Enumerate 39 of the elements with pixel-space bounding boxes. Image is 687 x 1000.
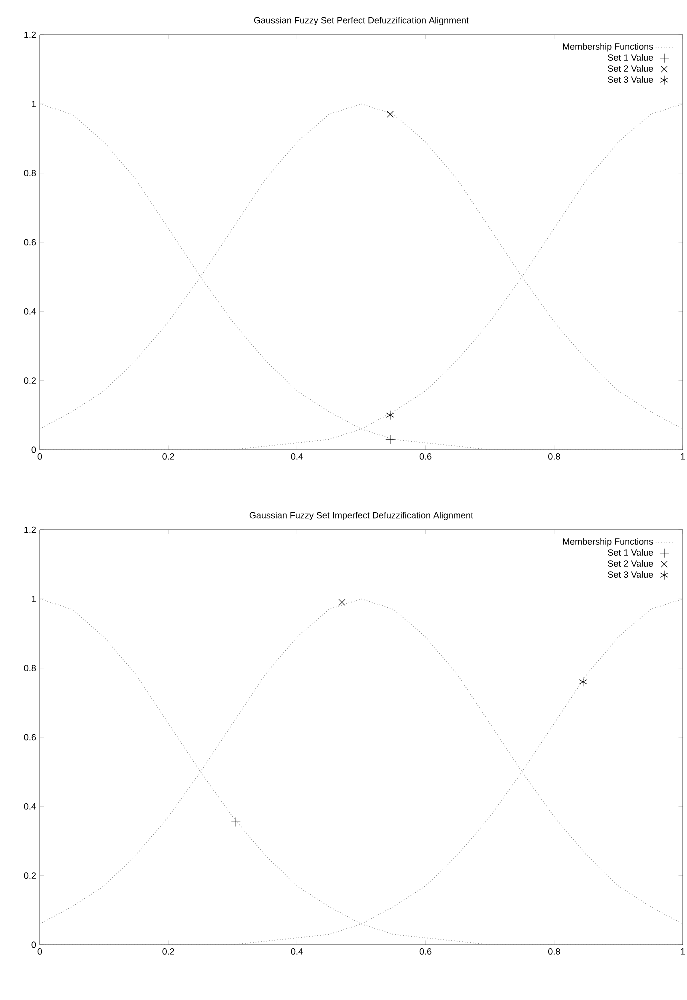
point bbox=[231, 817, 241, 828]
legend-label: Set 1 Value bbox=[608, 549, 654, 556]
legend-label: Membership Functions bbox=[563, 43, 654, 52]
legend-label: Set 3 Value bbox=[608, 76, 654, 84]
y-tick-label: 1 bbox=[32, 596, 36, 602]
x-tick-label: 0.2 bbox=[162, 948, 174, 955]
y-tick-label: 0 bbox=[32, 942, 36, 948]
x-tick-label: 1 bbox=[681, 948, 686, 955]
x-tick-label: 0.8 bbox=[548, 948, 560, 955]
x-tick-label: 0 bbox=[38, 454, 42, 460]
y-tick-label: 0 bbox=[32, 446, 36, 454]
legend-label: Set 2 Value bbox=[608, 560, 654, 567]
point bbox=[338, 599, 346, 606]
x-tick-label: 0.8 bbox=[548, 454, 560, 460]
x-tick-label: 0.6 bbox=[420, 948, 432, 955]
x-tick-label: 0.4 bbox=[291, 454, 304, 460]
x-tick-label: 0.4 bbox=[291, 948, 304, 955]
chart-title: Gaussian Fuzzy Set Perfect Defuzzification Alignment bbox=[254, 17, 469, 26]
x-tick-label: 0.2 bbox=[162, 454, 174, 460]
point bbox=[579, 677, 588, 687]
y-tick-label: 1 bbox=[32, 101, 36, 108]
x-tick-label: 1 bbox=[681, 454, 686, 460]
legend-label: Set 2 Value bbox=[608, 65, 654, 72]
x-tick-label: 0 bbox=[38, 948, 42, 955]
y-tick-label: 0.8 bbox=[24, 665, 36, 672]
y-tick-label: 0.6 bbox=[24, 239, 36, 246]
y-tick-label: 0.8 bbox=[24, 170, 36, 177]
y-tick-label: 0.4 bbox=[24, 803, 36, 810]
chart-title: Gaussian Fuzzy Set Imperfect Defuzzification Alignment bbox=[250, 512, 474, 520]
y-tick-label: 0.2 bbox=[24, 872, 36, 880]
legend-label: Membership Functions bbox=[563, 538, 654, 547]
x-tick-label: 0.6 bbox=[420, 454, 432, 460]
y-tick-label: 0.6 bbox=[24, 734, 36, 741]
y-tick-label: 1.2 bbox=[24, 32, 36, 38]
legend-label: Set 1 Value bbox=[608, 54, 654, 61]
y-tick-label: 1.2 bbox=[24, 526, 36, 534]
legend-label: Set 3 Value bbox=[608, 571, 654, 578]
y-tick-label: 0.4 bbox=[24, 308, 36, 315]
y-tick-label: 0.2 bbox=[24, 378, 36, 384]
